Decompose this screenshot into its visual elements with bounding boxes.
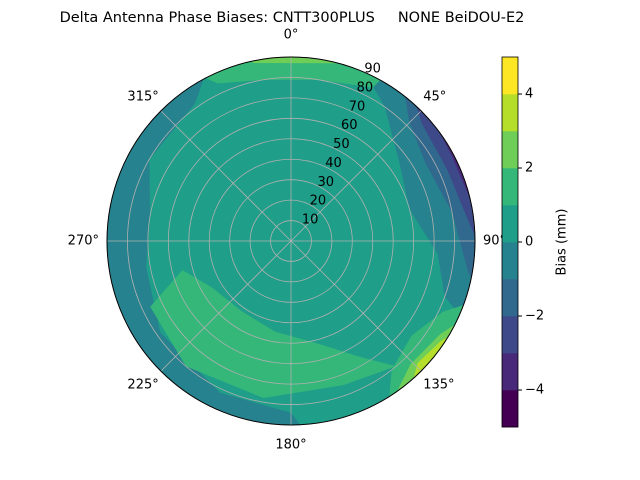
r-tick-label: 50 (333, 137, 350, 152)
colorbar-bin (502, 279, 518, 317)
chart-title: Delta Antenna Phase Biases: CNTT300PLUS … (60, 10, 525, 26)
colorbar-bin (502, 57, 518, 95)
polar-frame (106, 56, 476, 426)
colorbar-label: Bias (mm) (555, 209, 570, 276)
theta-tick-label: 315° (127, 89, 158, 104)
r-tick-label: 10 (302, 213, 319, 228)
grid-spoke (290, 240, 422, 372)
r-tick-label: 30 (317, 175, 334, 190)
colorbar-bin (502, 205, 518, 243)
contour-region (107, 65, 308, 425)
theta-tick-label: 135° (423, 378, 454, 393)
r-tick-label: 20 (310, 194, 327, 209)
r-tick-label: 80 (357, 80, 374, 95)
theta-tick-label: 45° (423, 89, 446, 104)
r-tick-label: 60 (341, 118, 358, 133)
axes: 10 20 30 40 50 60 70 80 90 0° 45° 90° 135° 180° 225° 27… (68, 28, 506, 453)
grid-spoke (290, 110, 422, 242)
colorbar-tick-label: −4 (525, 383, 544, 398)
theta-tick-label: 90° (483, 234, 506, 249)
colorbar-bin (502, 242, 518, 280)
contour-region (402, 81, 475, 292)
colorbar-bin (502, 390, 518, 428)
r-tick-label: 70 (349, 99, 366, 114)
contour-region (150, 270, 397, 398)
theta-tick-label: 270° (68, 234, 99, 249)
colorbar-bin (502, 316, 518, 354)
contour-region (357, 58, 475, 324)
r-tick-label: 90 (364, 62, 381, 77)
theta-tick-label: 180° (275, 438, 306, 453)
contour-region (410, 88, 475, 258)
colorbar-bin (502, 131, 518, 169)
colorbar-bin (502, 353, 518, 391)
colorbar-tick-label: 4 (525, 87, 533, 102)
colorbar-tick-label: 2 (525, 161, 533, 176)
r-tick-label: 40 (325, 156, 342, 171)
grid-spoke (160, 240, 292, 372)
colorbar-tick-label: −2 (525, 309, 544, 324)
colorbar-bin (502, 168, 518, 206)
contour-region (240, 57, 374, 65)
theta-tick-label: 225° (127, 378, 158, 393)
grid-spoke (160, 110, 292, 242)
colorbar-tick-label: 0 (525, 235, 533, 250)
theta-tick-label: 0° (284, 28, 299, 43)
colorbar-bin (502, 94, 518, 132)
